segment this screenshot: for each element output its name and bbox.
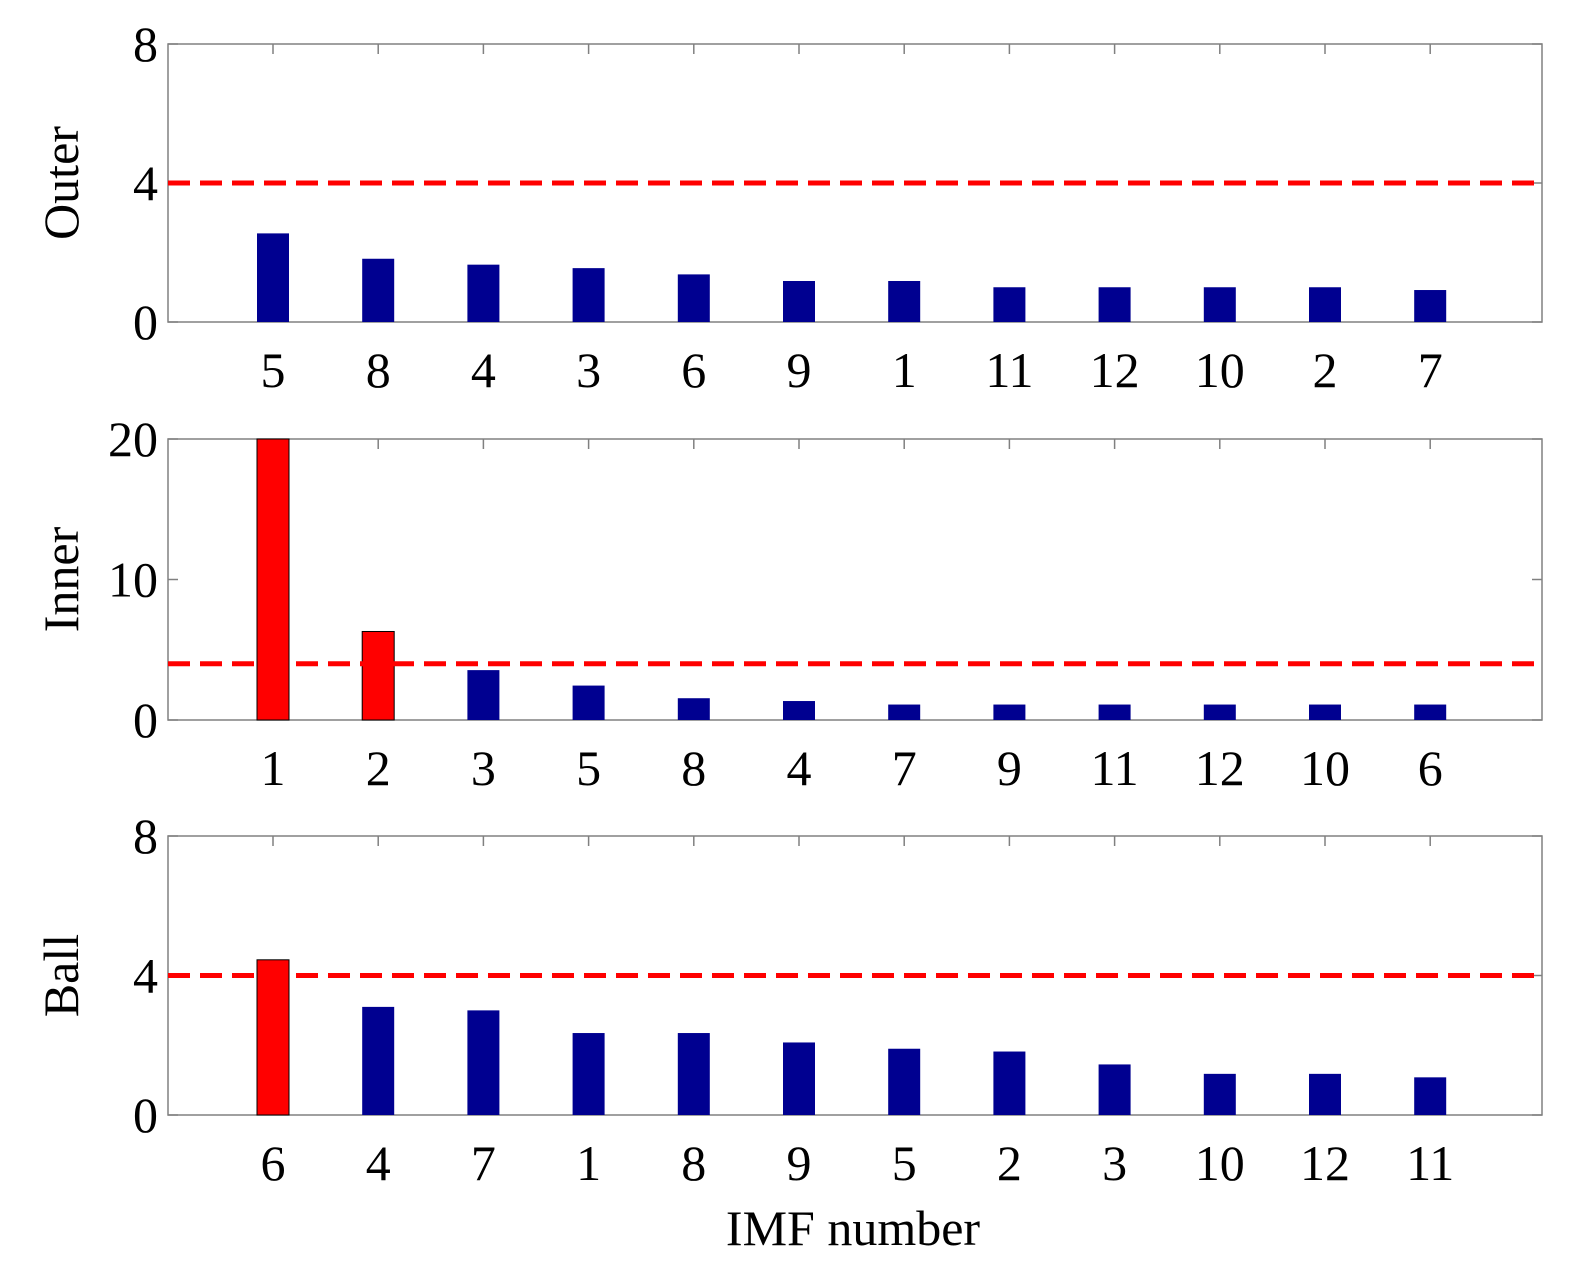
- bar-imf-3: [467, 670, 500, 720]
- bar-imf-4: [362, 1006, 395, 1115]
- bar-imf-7: [888, 704, 921, 720]
- x-tick-label: 9: [787, 1135, 812, 1191]
- x-tick-label: 7: [471, 1135, 496, 1191]
- y-tick-label: 10: [108, 552, 158, 608]
- y-tick-label: 4: [133, 948, 158, 1004]
- bar-imf-3: [572, 268, 605, 322]
- x-tick-label: 10: [1195, 342, 1245, 398]
- x-tick-label: 10: [1300, 740, 1350, 796]
- x-tick-label: 6: [261, 1135, 286, 1191]
- x-tick-label: 8: [681, 740, 706, 796]
- panel-ball: 0 4 8 6 4 7 1 8 9 5 2 3 10 12 11 Ball: [33, 808, 1543, 1191]
- y-tick-label: 20: [108, 411, 158, 467]
- x-tick-label: 1: [576, 1135, 601, 1191]
- y-tick-label: 0: [133, 1087, 158, 1143]
- x-tick-label: 1: [261, 740, 286, 796]
- bar-imf-12: [1309, 1073, 1341, 1115]
- x-tick-label: 12: [1300, 1135, 1350, 1191]
- x-tick-label: 11: [985, 342, 1033, 398]
- bar-imf-11: [1098, 704, 1131, 720]
- x-tick-label: 6: [681, 342, 706, 398]
- bar-imf-6: [256, 959, 290, 1116]
- bar-imf-6: [677, 274, 710, 322]
- x-tick-label: 12: [1195, 740, 1245, 796]
- y-tick-label: 4: [133, 155, 158, 211]
- x-tick-label: 2: [1313, 342, 1338, 398]
- x-tick-label: 3: [471, 740, 496, 796]
- x-tick-label: 2: [366, 740, 391, 796]
- bar-imf-2: [1309, 287, 1341, 322]
- y-tick-label: 0: [133, 294, 158, 350]
- bar-imf-11: [1414, 1077, 1447, 1115]
- x-tick-label: 3: [1102, 1135, 1127, 1191]
- bar-imf-6: [1414, 704, 1447, 720]
- bar-imf-3: [1098, 1064, 1131, 1115]
- x-tick-label: 4: [471, 342, 496, 398]
- x-tick-label: 9: [997, 740, 1022, 796]
- x-tick-label: 8: [681, 1135, 706, 1191]
- bar-imf-2: [993, 1051, 1026, 1115]
- x-tick-label: 2: [997, 1135, 1022, 1191]
- bar-imf-5: [888, 1048, 921, 1115]
- x-tick-label: 4: [366, 1135, 391, 1191]
- bar-imf-1: [572, 1033, 605, 1115]
- bar-imf-1: [256, 438, 290, 721]
- x-axis-label: IMF number: [726, 1200, 981, 1256]
- bar-imf-4: [783, 701, 815, 720]
- x-tick-label: 11: [1406, 1135, 1454, 1191]
- bar-imf-2: [361, 630, 395, 721]
- bar-imf-8: [362, 258, 395, 322]
- x-tick-label: 5: [261, 342, 286, 398]
- y-axis-label: Outer: [33, 126, 89, 240]
- bar-imf-11: [993, 287, 1026, 322]
- x-tick-label: 11: [1091, 740, 1139, 796]
- x-tick-label: 7: [1418, 342, 1443, 398]
- bar-imf-4: [467, 264, 500, 322]
- y-axis-label: Inner: [33, 526, 89, 632]
- bar-imf-12: [1203, 704, 1236, 720]
- x-tick-label: 6: [1418, 740, 1443, 796]
- y-tick-label: 8: [133, 808, 158, 864]
- x-tick-label: 9: [787, 342, 812, 398]
- x-tick-label: 10: [1195, 1135, 1245, 1191]
- y-tick-label: 0: [133, 692, 158, 748]
- bar-imf-5: [572, 685, 605, 720]
- y-axis-label: Ball: [33, 934, 89, 1017]
- x-tick-label: 12: [1090, 342, 1140, 398]
- x-tick-label: 8: [366, 342, 391, 398]
- x-tick-label: 5: [892, 1135, 917, 1191]
- bar-imf-9: [993, 704, 1026, 720]
- bar-imf-7: [1414, 290, 1447, 322]
- bar-imf-8: [677, 1033, 710, 1115]
- x-tick-label: 3: [576, 342, 601, 398]
- bar-imf-9: [783, 1042, 815, 1115]
- y-tick-label: 8: [133, 16, 158, 72]
- x-tick-label: 4: [787, 740, 812, 796]
- x-tick-label: 7: [892, 740, 917, 796]
- bar-imf-12: [1098, 287, 1131, 322]
- bar-imf-10: [1203, 1073, 1236, 1115]
- bar-imf-1: [888, 280, 921, 322]
- bar-imf-9: [783, 280, 815, 322]
- bar-imf-7: [467, 1010, 500, 1115]
- bar-imf-8: [677, 698, 710, 720]
- x-tick-label: 1: [892, 342, 917, 398]
- bar-imf-5: [257, 233, 289, 322]
- x-tick-label: 5: [576, 740, 601, 796]
- bar-imf-10: [1309, 704, 1341, 720]
- bar-imf-10: [1203, 287, 1236, 322]
